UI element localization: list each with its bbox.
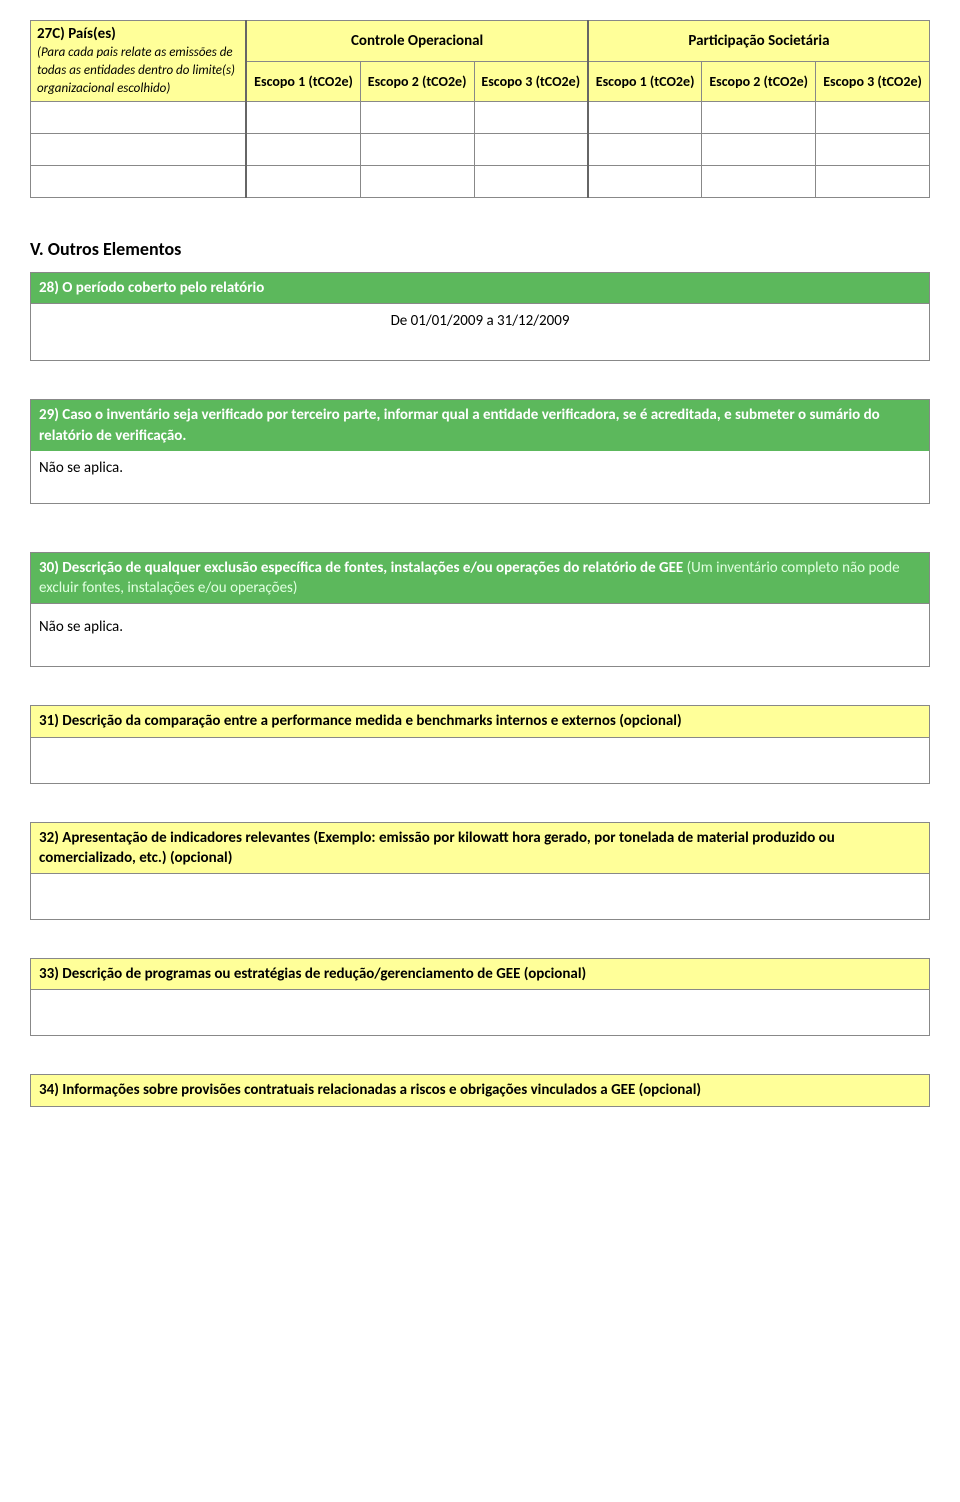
col-header-3: Escopo 3 (tCO2e) [474, 62, 588, 102]
row-label-sub: (Para cada pais relate as emissões de to… [37, 45, 235, 96]
q30-text: Não se aplica. [39, 618, 123, 636]
row-label-cell: 27C) País(es) (Para cada pais relate as … [31, 21, 247, 102]
q30-header: 30) Descrição de qualquer exclusão espec… [30, 552, 930, 605]
q29-content: Não se aplica. [30, 451, 930, 504]
col-header-6: Escopo 3 (tCO2e) [816, 62, 930, 102]
col-header-4: Escopo 1 (tCO2e) [588, 62, 702, 102]
col-header-2: Escopo 2 (tCO2e) [360, 62, 474, 102]
col-header-1: Escopo 1 (tCO2e) [246, 62, 360, 102]
q33-content [30, 990, 930, 1036]
q29-text: Não se aplica. [39, 459, 123, 477]
q28-header: 28) O período coberto pelo relatório [30, 272, 930, 304]
q28-text: De 01/01/2009 a 31/12/2009 [391, 312, 570, 330]
q31-content [30, 738, 930, 784]
table-row [31, 102, 930, 134]
q32-content [30, 874, 930, 920]
section-v-title: V. Outros Elementos [30, 238, 930, 260]
table-row [31, 134, 930, 166]
q28-content: De 01/01/2009 a 31/12/2009 [30, 304, 930, 361]
q30-header-bold: 30) Descrição de qualquer exclusão espec… [39, 559, 687, 577]
q33-header: 33) Descrição de programas ou estratégia… [30, 958, 930, 990]
q29-header: 29) Caso o inventário seja verificado po… [30, 399, 930, 451]
group-header-2: Participação Societária [588, 21, 930, 62]
emissions-header-table: 27C) País(es) (Para cada pais relate as … [30, 20, 930, 198]
col-header-5: Escopo 2 (tCO2e) [702, 62, 816, 102]
table-row [31, 166, 930, 198]
q34-header: 34) Informações sobre provisões contratu… [30, 1074, 930, 1106]
q31-header: 31) Descrição da comparação entre a perf… [30, 705, 930, 737]
q30-content: Não se aplica. [30, 604, 930, 667]
group-header-1: Controle Operacional [246, 21, 588, 62]
q32-header: 32) Apresentação de indicadores relevant… [30, 822, 930, 875]
row-label-title: 27C) País(es) [37, 25, 116, 43]
